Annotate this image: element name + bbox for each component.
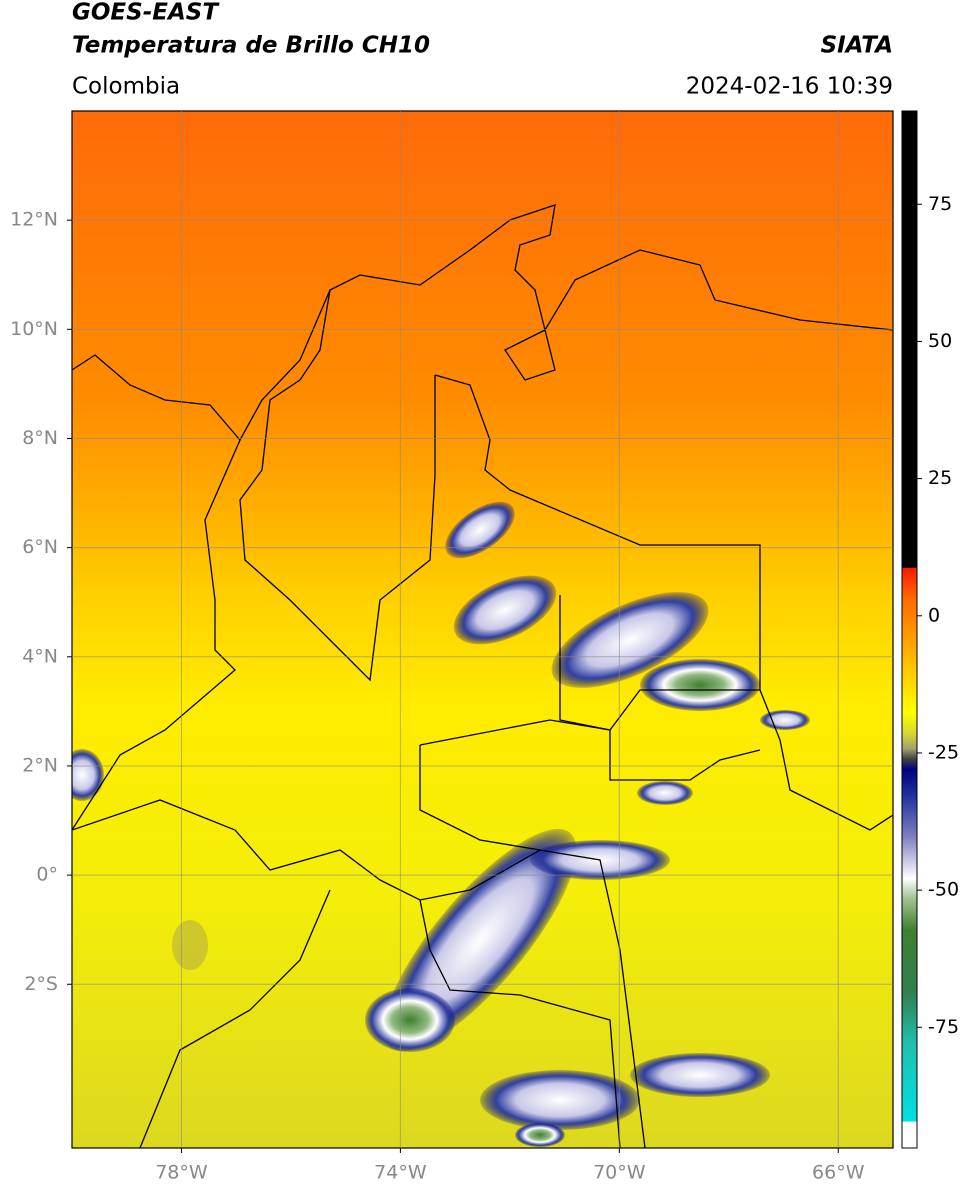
x-tick-label: 78°W bbox=[155, 1162, 208, 1184]
x-tick-label: 66°W bbox=[812, 1162, 865, 1184]
x-tick-label: 70°W bbox=[593, 1162, 646, 1184]
y-tick-label: 6°N bbox=[22, 536, 58, 558]
y-tick-label: 10°N bbox=[10, 318, 58, 340]
subtitle: Temperatura de Brillo CH10 bbox=[72, 33, 430, 59]
colorbar-tick-label: 50 bbox=[928, 330, 952, 352]
title: GOES-EAST bbox=[72, 0, 220, 26]
y-tick-label: 8°N bbox=[22, 427, 58, 449]
region: Colombia bbox=[72, 74, 180, 100]
colorbar-tick-label: 75 bbox=[928, 193, 952, 215]
y-tick-label: 0° bbox=[36, 864, 58, 886]
colorbar-tick-label: -50 bbox=[928, 879, 959, 901]
x-tick-label: 74°W bbox=[374, 1162, 427, 1184]
source: SIATA bbox=[821, 33, 893, 59]
colorbar-tick-label: 25 bbox=[928, 467, 952, 489]
y-tick-label: 2°N bbox=[22, 754, 58, 776]
colorbar bbox=[901, 110, 918, 1149]
satellite-image bbox=[72, 111, 893, 1148]
colorbar-tick-label: -75 bbox=[928, 1016, 959, 1038]
datetime: 2024-02-16 10:39 bbox=[686, 74, 893, 100]
y-tick-label: 2°S bbox=[24, 973, 58, 995]
map-frame bbox=[71, 110, 894, 1149]
colorbar-tick-label: -25 bbox=[928, 741, 959, 763]
y-tick-label: 12°N bbox=[10, 209, 58, 231]
colorbar-tick-label: 0 bbox=[928, 604, 940, 626]
y-tick-label: 4°N bbox=[22, 645, 58, 667]
